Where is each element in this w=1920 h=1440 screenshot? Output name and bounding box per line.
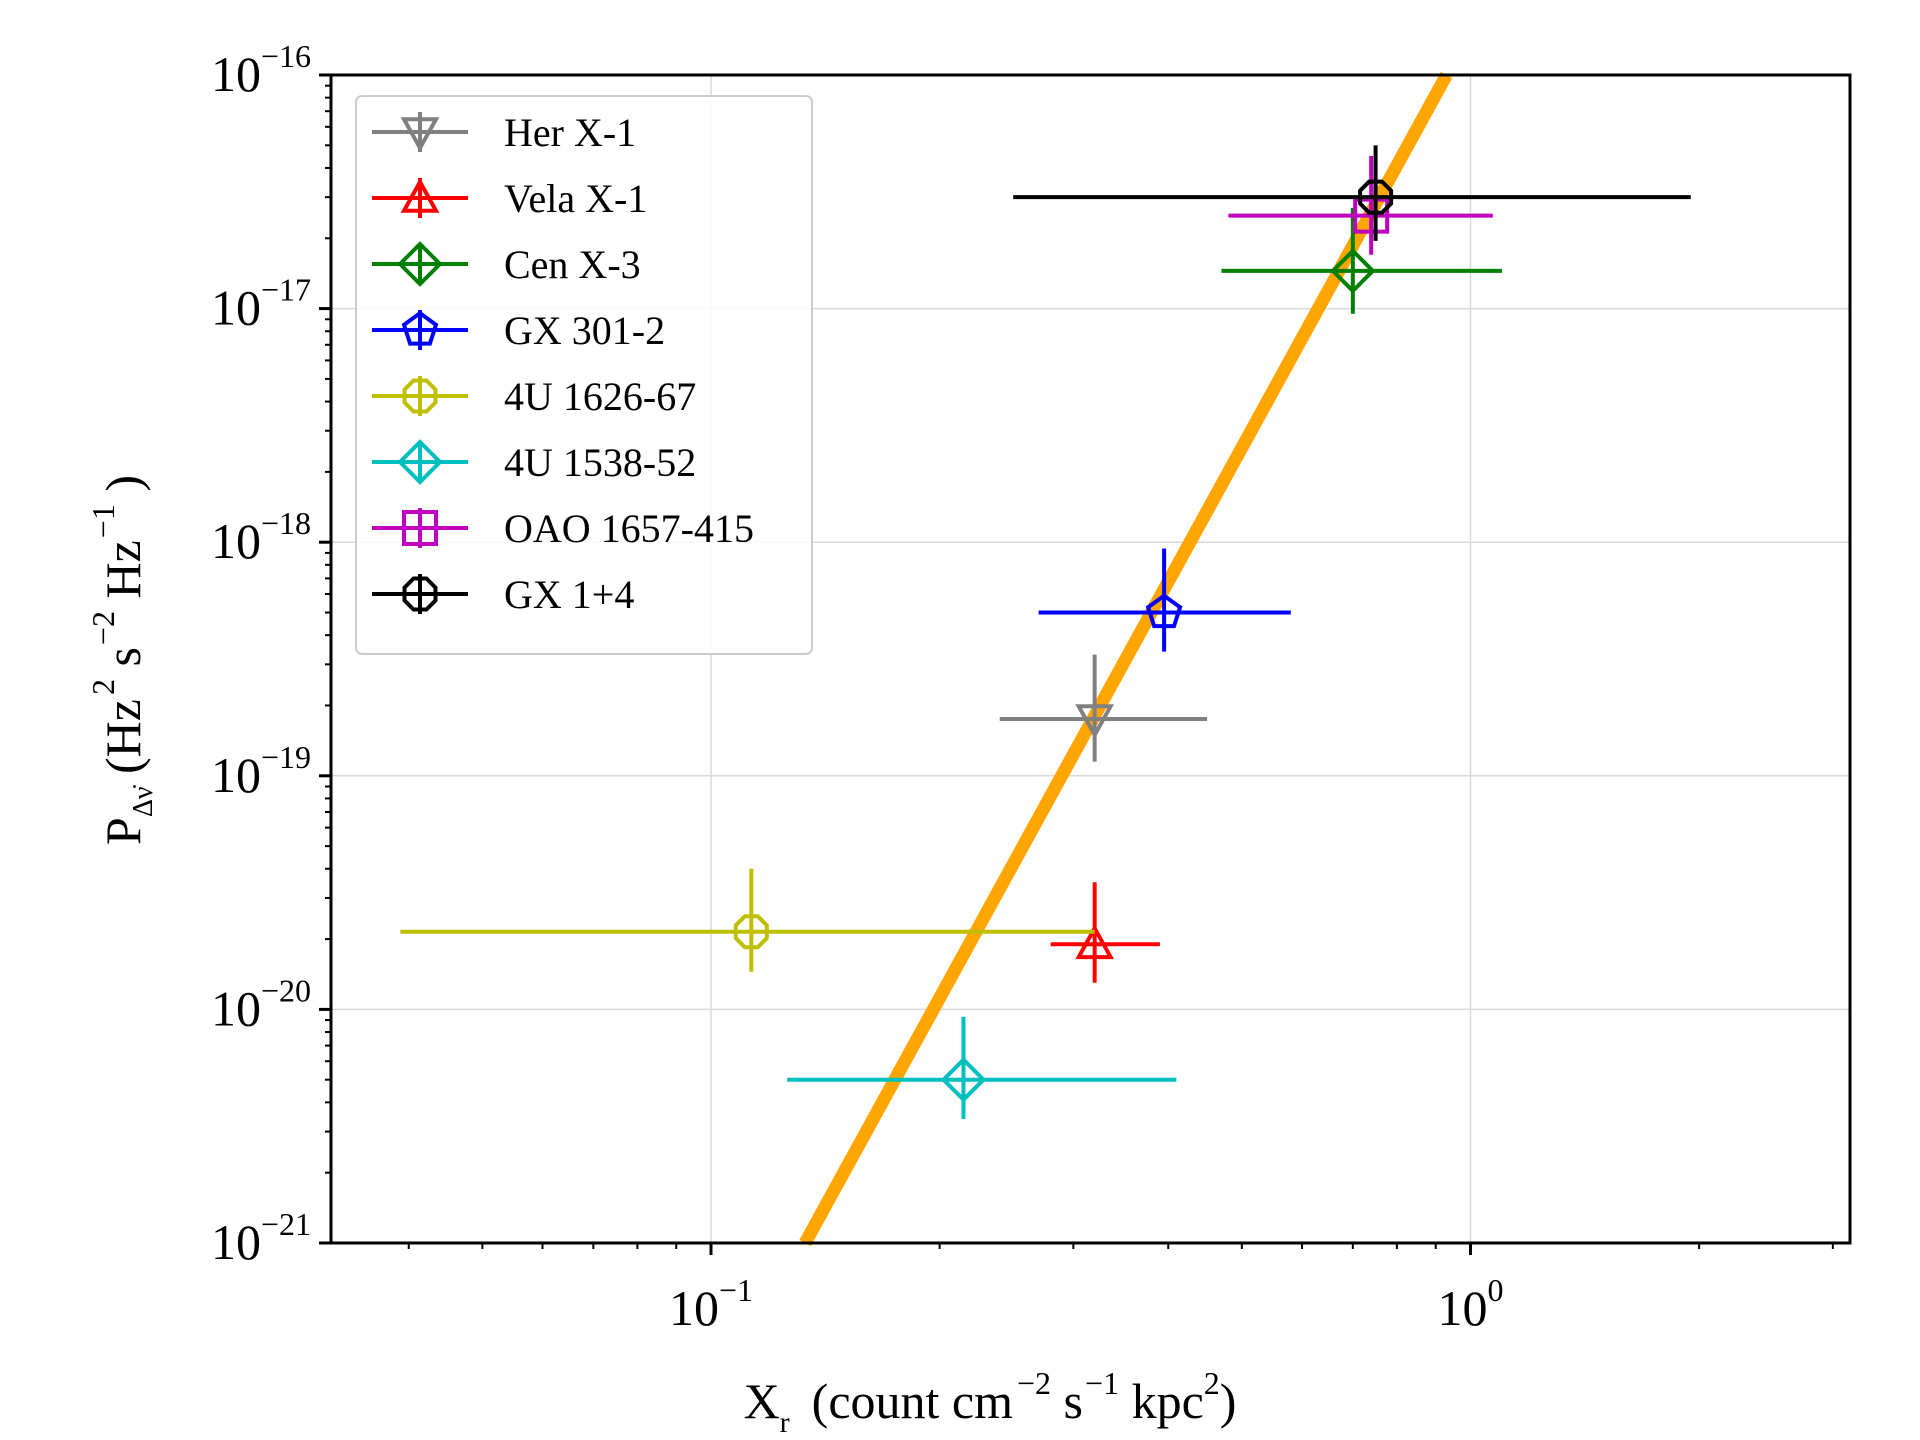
data-point-marker: [1075, 924, 1115, 960]
data-point-marker: [1145, 593, 1183, 629]
y-tick-label: 10−18: [211, 505, 311, 569]
legend-entry: GX 301-2: [372, 308, 665, 353]
legend-marker: [402, 576, 438, 612]
legend-box: [355, 95, 813, 655]
legend-entry: 4U 1538-52: [372, 439, 696, 485]
legend-label: Cen X-3: [504, 242, 641, 287]
data-point-marker: [1353, 197, 1390, 234]
series-oao-1657-415: [1228, 156, 1493, 255]
x-tick-label: 100: [1437, 1272, 1503, 1336]
y-tick-label: 10−16: [211, 38, 311, 102]
y-tick-label: 10−19: [211, 739, 311, 803]
legend-label: 4U 1626-67: [504, 374, 696, 419]
series-gx-301-2: [1038, 548, 1291, 652]
legend-entry: Cen X-3: [372, 241, 641, 287]
legend-entry: OAO 1657-415: [372, 506, 754, 551]
y-tick-label: 10−20: [211, 972, 311, 1036]
legend-marker: [400, 177, 440, 213]
plot-frame: [329, 73, 1852, 1245]
series-4u-1538-52: [787, 1016, 1177, 1119]
legend-marker: [400, 117, 440, 153]
legend-marker: [397, 241, 443, 287]
y-tick-label: 10−17: [211, 272, 311, 336]
y-tick-label: 10−21: [211, 1206, 311, 1270]
legend-label: OAO 1657-415: [504, 506, 754, 551]
y-axis-label: PΔν̇ (Hz2 s−2 Hz−1 ): [85, 475, 159, 845]
legend-entry: Vela X-1: [372, 176, 647, 221]
legend: Her X-1 Vela X-1 Cen X-3 GX 301-2 4U 1626-67…: [355, 95, 813, 655]
legend-entry: Her X-1: [372, 110, 636, 155]
data-point-marker: [1330, 248, 1376, 294]
series-her-x-1: [999, 654, 1208, 762]
legend-marker: [402, 378, 438, 414]
data-point-marker: [1358, 179, 1394, 215]
legend-label: Her X-1: [504, 110, 636, 155]
legend-label: GX 301-2: [504, 308, 665, 353]
legend-label: Vela X-1: [504, 176, 647, 221]
legend-entry: 4U 1626-67: [372, 374, 696, 419]
data-layer: [400, 145, 1691, 1119]
data-point-marker: [733, 914, 769, 950]
data-point-marker: [940, 1056, 987, 1103]
series-gx-1-4: [1013, 145, 1691, 241]
data-point-marker: [1075, 704, 1115, 740]
x-tick-label: 10−1: [669, 1272, 753, 1336]
axes-layer: 10−16 10−17 10−18 10−19 10−20 10−21 10−1 100: [211, 38, 1852, 1336]
series-4u-1626-67: [400, 868, 1095, 972]
legend-entry: GX 1+4: [372, 572, 634, 617]
legend-marker: [397, 439, 443, 485]
legend-label: GX 1+4: [504, 572, 634, 617]
legend-marker: [402, 510, 438, 546]
x-axis-label: Xr (count cm −2 s−1 kpc2): [744, 1365, 1237, 1439]
series-cen-x-3: [1221, 207, 1502, 314]
legend-label: 4U 1538-52: [504, 440, 696, 485]
legend-marker: [401, 310, 439, 346]
